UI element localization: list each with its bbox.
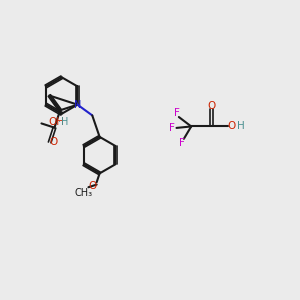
Text: F: F: [179, 138, 185, 148]
Text: N: N: [74, 100, 82, 110]
Text: O: O: [228, 122, 236, 131]
Text: CH₃: CH₃: [75, 188, 93, 198]
Text: OH: OH: [48, 117, 64, 127]
Text: H: H: [236, 122, 244, 131]
Text: O: O: [89, 181, 97, 191]
Text: F: F: [169, 123, 175, 133]
Text: F: F: [174, 109, 180, 118]
Text: O: O: [208, 100, 216, 110]
Text: O: O: [50, 137, 58, 147]
Text: ·H: ·H: [58, 117, 68, 127]
